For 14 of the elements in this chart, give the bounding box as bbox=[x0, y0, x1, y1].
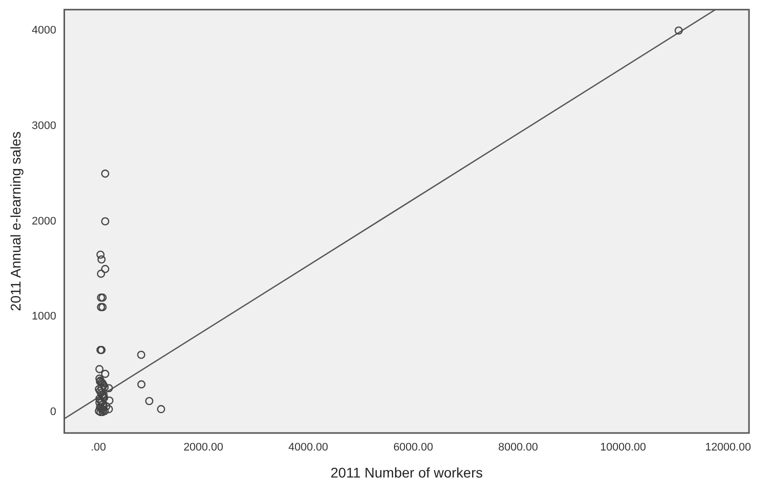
y-tick-label: 1000 bbox=[32, 310, 56, 323]
y-axis-title: 2011 Annual e-learning sales bbox=[7, 132, 24, 312]
y-tick-label: 0 bbox=[50, 406, 56, 418]
x-tick-label: 10000.00 bbox=[600, 442, 646, 454]
x-tick-label: 12000.00 bbox=[705, 442, 751, 454]
y-tick-label: 3000 bbox=[32, 120, 56, 132]
x-tick-label: 2000.00 bbox=[183, 442, 224, 454]
x-axis-title: 2011 Number of workers bbox=[330, 464, 483, 480]
x-tick-label: .00 bbox=[90, 442, 106, 454]
y-tick-label: 2000 bbox=[32, 215, 56, 228]
y-tick-label: 4000 bbox=[32, 24, 56, 37]
x-tick-label: 8000.00 bbox=[498, 442, 538, 454]
x-tick-label: 4000.00 bbox=[288, 442, 328, 454]
x-tick-label: 6000.00 bbox=[393, 442, 434, 454]
